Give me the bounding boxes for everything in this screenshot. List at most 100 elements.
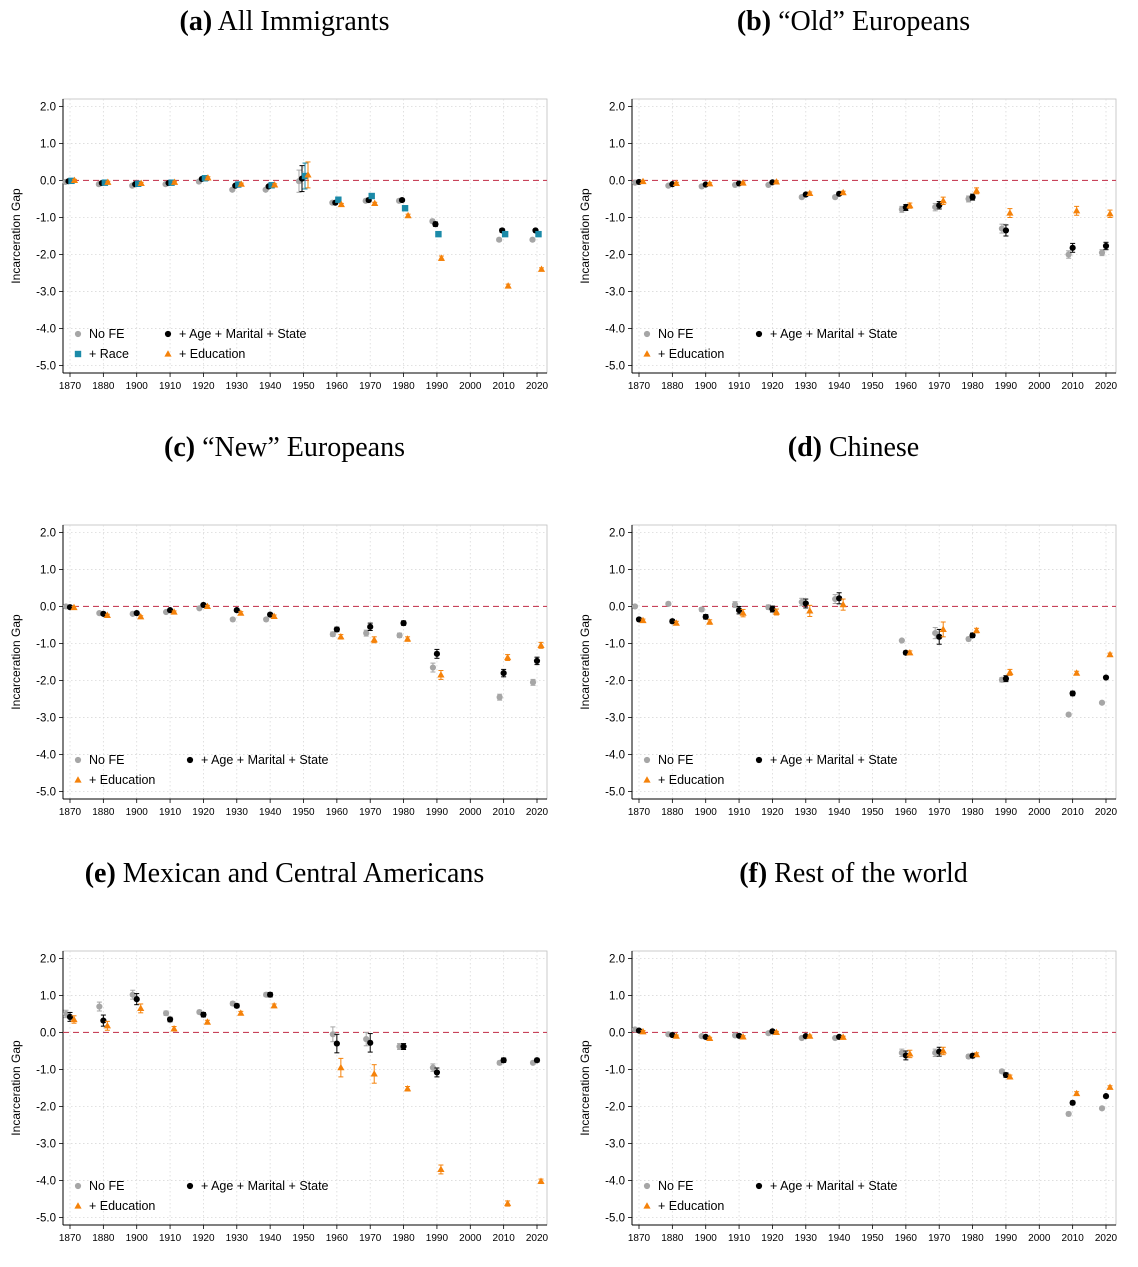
series-group xyxy=(70,1002,545,1207)
data-point xyxy=(135,180,142,187)
data-point xyxy=(635,1027,643,1034)
data-point xyxy=(370,1070,378,1077)
y-tick-label: -2.0 xyxy=(605,250,625,262)
data-point xyxy=(932,630,939,637)
x-tick-label: 1880 xyxy=(92,807,115,818)
data-point xyxy=(1065,711,1072,718)
y-tick-label: 1.0 xyxy=(40,990,56,1002)
data-point xyxy=(906,648,914,656)
x-tick-label: 1980 xyxy=(961,381,984,392)
data-point xyxy=(672,179,680,187)
x-tick-label: 1970 xyxy=(928,1233,951,1244)
data-point xyxy=(839,1033,847,1040)
x-tick-label: 1910 xyxy=(159,381,182,392)
panel-title-text: Chinese xyxy=(822,432,920,463)
data-point xyxy=(839,188,847,196)
x-tick-label: 1980 xyxy=(961,807,984,818)
data-point xyxy=(333,626,340,633)
data-point xyxy=(403,635,412,642)
data-point xyxy=(237,609,245,616)
data-point xyxy=(437,254,446,261)
scatter-plot: 1870 1880 1900 1910 1920 1930 1940 1950 1960 1970… xyxy=(9,524,549,818)
data-point xyxy=(529,236,536,243)
data-point xyxy=(137,613,145,620)
data-point xyxy=(1102,242,1110,250)
data-point xyxy=(100,610,107,617)
x-tick-label: 1990 xyxy=(426,381,449,392)
data-point xyxy=(433,650,441,657)
legend-label: + Age + Marital + State xyxy=(201,1179,329,1193)
data-point xyxy=(133,996,140,1003)
data-point xyxy=(370,635,378,643)
data-point xyxy=(939,1047,947,1054)
legend-entry: + Education xyxy=(643,1199,724,1213)
data-point xyxy=(168,179,175,186)
data-point xyxy=(969,1052,976,1059)
panel-title: (e) Mexican and Central Americans xyxy=(0,858,569,890)
panel-letter: (a) xyxy=(179,6,213,37)
legend-marker xyxy=(74,1182,82,1190)
x-tick-label: 1920 xyxy=(761,807,784,818)
y-axis-label: Incarceration Gap xyxy=(9,188,23,284)
data-point xyxy=(162,1010,170,1017)
y-tick-label: 1.0 xyxy=(609,138,625,150)
y-tick-label: 2.0 xyxy=(40,101,56,113)
data-point xyxy=(1065,1110,1072,1118)
legend-marker xyxy=(74,756,82,764)
series-group xyxy=(68,162,542,238)
data-point xyxy=(1006,1073,1014,1080)
data-point xyxy=(133,610,140,617)
legend-entry: + Age + Marital + State xyxy=(186,1179,329,1193)
legend-label: No FE xyxy=(89,753,124,767)
legend-label: + Education xyxy=(89,773,155,787)
panel-title-text: “New” Europeans xyxy=(195,432,405,463)
y-tick-label: -3.0 xyxy=(36,1139,56,1151)
x-tick-label: 1950 xyxy=(861,1233,884,1244)
legend-entry: + Education xyxy=(74,1199,155,1213)
data-point xyxy=(635,616,643,623)
data-point xyxy=(806,607,814,614)
y-tick-label: -4.0 xyxy=(36,1176,56,1188)
data-point xyxy=(906,201,914,209)
data-point xyxy=(203,1018,212,1025)
data-point xyxy=(1098,1105,1106,1112)
data-point xyxy=(1073,207,1081,214)
data-point xyxy=(1106,1083,1114,1090)
data-point xyxy=(936,633,943,640)
data-point xyxy=(166,1016,174,1023)
data-point xyxy=(836,190,843,197)
legend-label: + Age + Marital + State xyxy=(179,327,307,341)
series-group xyxy=(639,177,1114,218)
y-tick-label: 1.0 xyxy=(609,564,625,576)
series-group xyxy=(62,603,537,701)
y-tick-label: 0.0 xyxy=(609,175,625,187)
x-tick-label: 1870 xyxy=(59,381,82,392)
data-point xyxy=(96,1003,103,1010)
data-point xyxy=(371,199,379,207)
x-tick-label: 2020 xyxy=(526,381,549,392)
data-point xyxy=(335,196,342,203)
x-tick-label: 1930 xyxy=(795,381,818,392)
data-point xyxy=(229,616,236,623)
data-point xyxy=(706,1034,714,1041)
y-tick-label: -5.0 xyxy=(36,787,56,799)
data-point xyxy=(1069,244,1076,251)
legend-entry: + Age + Marital + State xyxy=(755,753,898,767)
data-point xyxy=(433,1069,441,1076)
y-tick-label: 0.0 xyxy=(609,1027,625,1039)
data-point xyxy=(401,205,409,212)
chart-panel: (d) Chinese 1870 1880 1900 1910 1920 1930 1940 1… xyxy=(569,426,1138,841)
y-tick-label: 2.0 xyxy=(609,953,625,965)
x-tick-label: 1950 xyxy=(292,1233,315,1244)
data-point xyxy=(233,607,240,614)
data-point xyxy=(1102,674,1110,681)
panel-title-text: All Immigrants xyxy=(212,6,390,37)
legend-entry: No FE xyxy=(643,1179,693,1193)
y-tick-label: 0.0 xyxy=(40,601,56,613)
x-tick-label: 1920 xyxy=(192,381,215,392)
panel-letter: (e) xyxy=(84,858,116,889)
x-tick-label: 1990 xyxy=(995,1233,1018,1244)
legend-entry: No FE xyxy=(643,327,693,341)
data-point xyxy=(769,605,776,613)
